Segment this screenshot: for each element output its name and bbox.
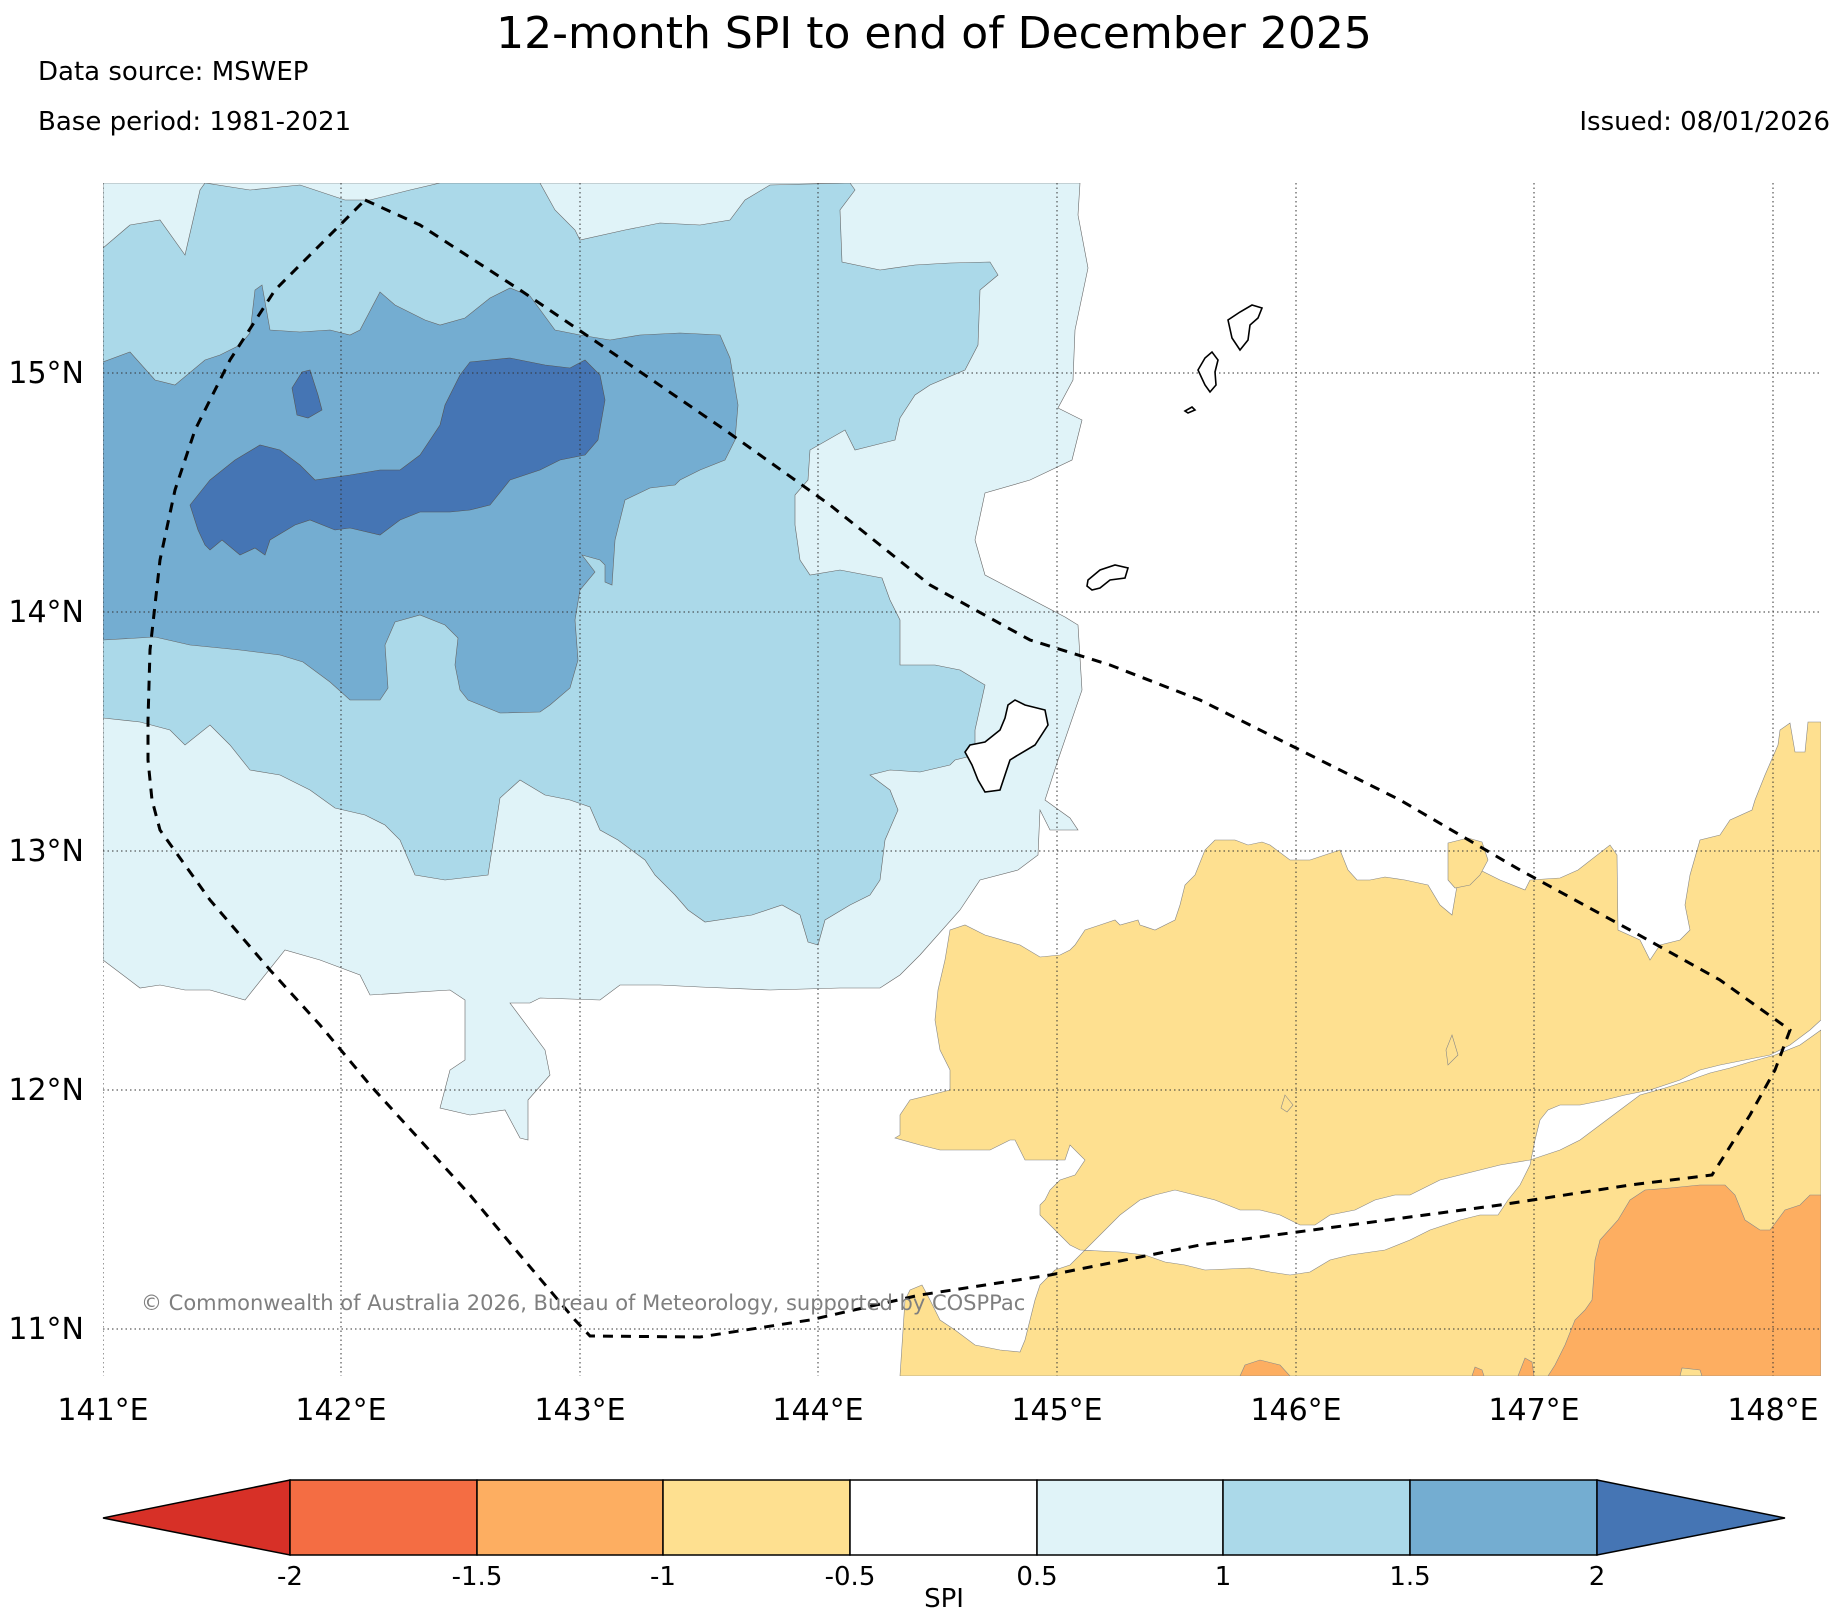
spi-region-above-2-small: [291, 369, 323, 419]
colorbar-label: SPI: [924, 1584, 964, 1609]
island-saipan: [1227, 304, 1264, 352]
lat-tick-13N: 13°N: [8, 834, 84, 869]
issued-date-label: Issued: 08/01/2026: [1579, 107, 1830, 137]
lon-tick-142E: 142°E: [295, 1393, 386, 1428]
copyright-credit: © Commonwealth of Australia 2026, Bureau…: [141, 1291, 1025, 1315]
spi-region-minus0.5-to-minus1-speck-b: [1280, 1094, 1294, 1113]
graticule: [103, 183, 1821, 1376]
colorbar-band-minus1-minus0.5: [662, 1479, 851, 1556]
colorbar-band-minus1.5-minus1: [476, 1479, 664, 1556]
colorbar-extend-high: [1596, 1479, 1786, 1556]
data-source-label: Data source: MSWEP: [38, 57, 308, 87]
lon-tick-146E: 146°E: [1250, 1393, 1341, 1428]
island-tinian: [1197, 350, 1219, 394]
base-period-label: Base period: 1981-2021: [38, 107, 351, 137]
colorbar-tick-minus1: -1: [650, 1562, 676, 1592]
colorbar-band-0.5-1: [1036, 1479, 1224, 1556]
lat-tick-14N: 14°N: [8, 595, 84, 630]
colorbar-band-minus0.5-0.5: [849, 1479, 1038, 1556]
map-panel: [103, 183, 1821, 1376]
lon-tick-145E: 145°E: [1011, 1393, 1102, 1428]
lat-tick-15N: 15°N: [8, 356, 84, 391]
colorbar-band-minus2-minus1.5: [289, 1479, 478, 1556]
colorbar-tick-minus0.5: -0.5: [825, 1562, 876, 1592]
figure-title: 12-month SPI to end of December 2025: [496, 8, 1372, 59]
lon-tick-148E: 148°E: [1727, 1393, 1818, 1428]
latitude-ticks: 11°N 12°N 13°N 14°N 15°N: [8, 356, 84, 1347]
colorbar: -2 -1.5 -1 -0.5 0.5 1 1.5 2 SPI: [102, 1479, 1786, 1609]
spi-region-minus0.5-to-minus1: [894, 721, 1821, 1376]
longitude-ticks: 141°E 142°E 143°E 144°E 145°E 146°E 147°…: [57, 1393, 1818, 1428]
colorbar-tick-minus2: -2: [277, 1562, 303, 1592]
colorbar-band-1-1.5: [1222, 1479, 1411, 1556]
lat-tick-11N: 11°N: [8, 1312, 84, 1347]
lon-tick-143E: 143°E: [534, 1393, 625, 1428]
island-rota: [1086, 564, 1130, 591]
colorbar-band-1.5-2: [1409, 1479, 1598, 1556]
colorbar-tick-1: 1: [1215, 1562, 1232, 1592]
colorbar-tick-1.5: 1.5: [1389, 1562, 1430, 1592]
colorbar-tick-0.5: 0.5: [1016, 1562, 1057, 1592]
colorbar-tick-minus1.5: -1.5: [452, 1562, 503, 1592]
spi-region-above-2: [189, 357, 606, 556]
island-guam: [964, 699, 1049, 793]
lat-tick-12N: 12°N: [8, 1073, 84, 1108]
spi-region-minus1-to-minus1.5: [1239, 1184, 1821, 1376]
eez-boundary: [146, 198, 1792, 1339]
colorbar-extend-low: [102, 1479, 291, 1556]
colorbar-tick-2: 2: [1589, 1562, 1606, 1592]
lon-tick-141E: 141°E: [57, 1393, 148, 1428]
lon-tick-147E: 147°E: [1488, 1393, 1579, 1428]
spi-region-minus0.5-to-minus1-speck-a: [1445, 1034, 1459, 1066]
island-aguijan: [1183, 406, 1197, 414]
lon-tick-144E: 144°E: [772, 1393, 863, 1428]
